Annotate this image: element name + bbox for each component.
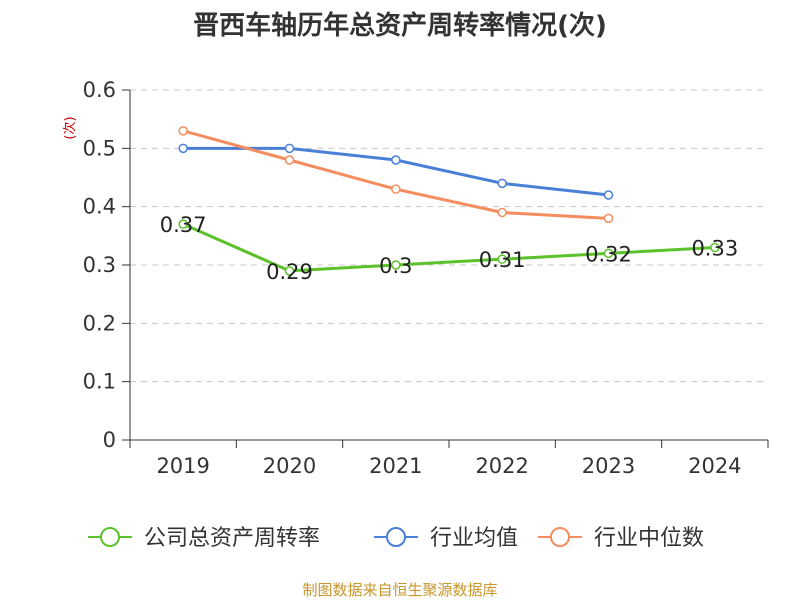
legend-label: 公司总资产周转率 xyxy=(144,526,320,551)
data-label: 0.31 xyxy=(479,248,526,272)
data-point xyxy=(603,190,614,200)
data-point xyxy=(178,126,188,136)
series-line-2 xyxy=(182,129,609,220)
data-point xyxy=(497,254,507,264)
legend-swatch-marker xyxy=(550,527,570,547)
x-tick-label: 2019 xyxy=(156,454,209,478)
data-point xyxy=(710,242,720,253)
source-note: 制图数据来自恒生聚源数据库 xyxy=(302,581,497,599)
data-point xyxy=(497,207,507,218)
data-point xyxy=(178,143,188,154)
data-point xyxy=(391,260,401,270)
legend: 公司总资产周转率 行业均值 行业中位数 xyxy=(88,526,704,551)
data-label: 0.33 xyxy=(691,237,738,261)
legend-label: 行业中位数 xyxy=(594,526,704,551)
y-tick-label: 0 xyxy=(103,428,116,452)
y-tick-label: 0.3 xyxy=(83,253,116,277)
x-tick-labels: 2019 2020 2021 2022 2023 2024 xyxy=(156,454,741,478)
y-tick-label: 0.6 xyxy=(83,78,116,102)
y-tick-labels: 0 0.1 0.2 0.3 0.4 0.5 0.6 xyxy=(83,78,116,452)
data-point xyxy=(391,155,401,165)
data-point xyxy=(603,213,614,224)
y-tick-label: 0.4 xyxy=(83,195,116,219)
data-point xyxy=(284,266,295,276)
data-point xyxy=(603,248,614,259)
data-labels: 0.37 0.29 0.3 0.31 0.32 0.33 xyxy=(160,213,738,284)
chart-title: 晋西车轴历年总资产周转率情况(次) xyxy=(193,10,607,41)
data-point xyxy=(284,143,295,154)
data-label: 0.37 xyxy=(160,213,207,237)
x-tick-label: 2022 xyxy=(475,454,528,478)
y-tick-label: 0.5 xyxy=(83,136,116,160)
legend-swatch-marker xyxy=(386,527,406,547)
x-tick-label: 2021 xyxy=(369,454,422,478)
x-tick-label: 2023 xyxy=(582,454,635,478)
x-tick-label: 2024 xyxy=(688,454,741,478)
legend-label: 行业均值 xyxy=(430,526,518,551)
x-tick-label: 2020 xyxy=(263,454,316,478)
data-point xyxy=(284,155,295,165)
legend-swatch-marker xyxy=(100,527,120,547)
y-unit-label: (次) xyxy=(62,116,78,139)
data-label: 0.29 xyxy=(266,260,313,284)
data-label: 0.3 xyxy=(379,254,412,278)
data-label: 0.32 xyxy=(585,242,632,266)
axes xyxy=(122,89,769,448)
y-tick-label: 0.2 xyxy=(83,311,116,335)
data-point xyxy=(497,178,507,189)
data-point xyxy=(178,219,188,229)
y-tick-label: 0.1 xyxy=(83,370,116,394)
gridlines xyxy=(130,89,768,383)
series-lines xyxy=(178,126,720,276)
series-line-0 xyxy=(182,222,715,273)
data-point xyxy=(391,184,401,194)
